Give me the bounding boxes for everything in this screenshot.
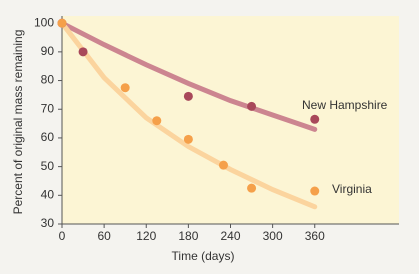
data-point [57, 18, 67, 28]
y-tick-label: 40 [41, 187, 55, 201]
data-point [152, 116, 162, 126]
data-point [218, 160, 228, 170]
data-point [310, 114, 320, 124]
series-label: Virginia [332, 182, 372, 196]
data-point [310, 186, 320, 196]
series-label: New Hampshire [302, 98, 388, 112]
x-tick-label: 120 [136, 229, 156, 243]
data-point [78, 47, 88, 57]
data-point [183, 134, 193, 144]
x-tick-label: 60 [97, 229, 111, 243]
fit-curve [59, 20, 318, 132]
x-tick-label: 360 [305, 229, 325, 243]
x-tick-label: 300 [263, 229, 283, 243]
data-point [183, 91, 193, 101]
y-axis-label: Percent of original mass remaining [11, 30, 25, 215]
x-tick-label: 180 [178, 229, 198, 243]
y-tick-label: 100 [34, 15, 54, 29]
y-tick-label: 70 [41, 101, 55, 115]
y-tick-label: 80 [41, 73, 55, 87]
fit-curve [59, 20, 318, 210]
y-tick-label: 30 [41, 216, 55, 230]
y-tick-label: 60 [41, 130, 55, 144]
x-tick-label: 0 [59, 229, 66, 243]
data-point [247, 183, 257, 193]
data-point [120, 83, 130, 93]
data-point [247, 101, 257, 111]
y-tick-label: 50 [41, 159, 55, 173]
x-axis-label: Time (days) [172, 249, 235, 263]
x-tick-label: 240 [220, 229, 240, 243]
y-tick-label: 90 [41, 44, 55, 58]
